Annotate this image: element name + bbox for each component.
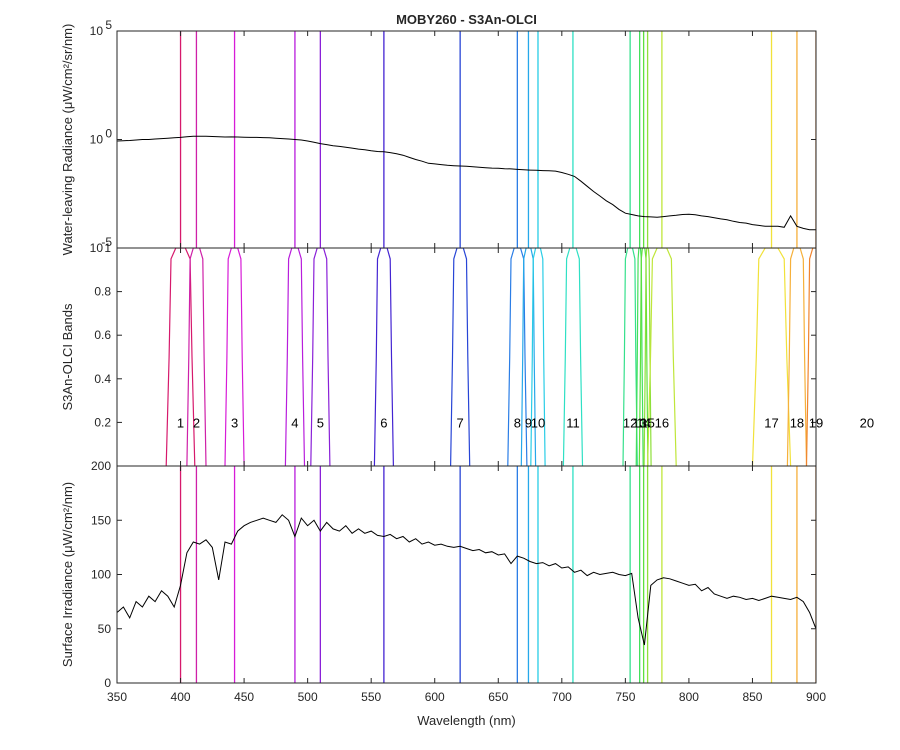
band-response-curve xyxy=(507,248,528,466)
y-tick-label: 0.6 xyxy=(94,328,111,342)
band-response-curve xyxy=(751,248,792,466)
y-tick-label: 0.4 xyxy=(94,372,111,386)
y-tick-label: 10 xyxy=(90,133,104,147)
band-response-curve xyxy=(786,248,808,466)
band-response-curve xyxy=(562,248,584,466)
band-response-curve xyxy=(310,248,331,466)
x-tick-label: 900 xyxy=(806,690,826,704)
band-number-label: 8 xyxy=(514,415,521,430)
y-tick-label: 0.8 xyxy=(94,285,111,299)
band-number-label: 2 xyxy=(193,415,200,430)
irradiance-y-axis-label: Surface Irradiance (μW/cm²/nm) xyxy=(60,482,75,667)
x-tick-label: 600 xyxy=(425,690,445,704)
spectrum-line xyxy=(117,135,816,231)
band-response-curve xyxy=(284,248,306,466)
y-tick-label: 10 xyxy=(90,241,104,255)
band-number-label: 7 xyxy=(457,415,464,430)
y-tick-label: 0 xyxy=(104,676,111,690)
x-tick-label: 700 xyxy=(552,690,572,704)
band-response-curve xyxy=(165,248,196,466)
plot-content xyxy=(165,248,816,466)
band-number-label: 14 xyxy=(636,415,650,430)
x-tick-label: 750 xyxy=(615,690,635,704)
x-tick-label: 650 xyxy=(488,690,508,704)
band-number-label: 12 xyxy=(623,415,637,430)
x-tick-label: 800 xyxy=(679,690,699,704)
band-number-label: 17 xyxy=(764,415,778,430)
band-number-label: 9 xyxy=(525,415,532,430)
x-tick-label: 350 xyxy=(107,690,127,704)
band-number-label: 16 xyxy=(655,415,669,430)
x-tick-label: 550 xyxy=(361,690,381,704)
band-response-curve xyxy=(530,248,546,466)
spectrum-line xyxy=(117,514,816,646)
y-tick-label: 50 xyxy=(98,622,112,636)
band-number-label: 11 xyxy=(566,415,580,430)
band-response-curve xyxy=(805,248,816,466)
y-tick-label: 10 xyxy=(90,24,104,38)
band-response-curve xyxy=(622,248,638,466)
band-response-curve xyxy=(638,248,649,466)
radiance-y-axis-label: Water-leaving Radiance (μW/cm²/sr/nm) xyxy=(60,24,75,256)
irradiance-panel: 0 50 100 150 200 350 400 450 500 550 600 650 700 750 8… xyxy=(91,459,826,704)
band-response-curve xyxy=(643,248,652,466)
band-response-curve xyxy=(224,248,245,466)
band-number-label: 5 xyxy=(317,415,324,430)
x-tick-label: 500 xyxy=(298,690,318,704)
bands-y-axis-label: S3An-OLCI Bands xyxy=(60,303,75,410)
band-response-curve xyxy=(520,248,537,466)
band-number-label: 19 xyxy=(809,415,823,430)
band-number-label: 13 xyxy=(632,415,646,430)
y-tick-label-exponent: 5 xyxy=(105,18,112,32)
plot-area xyxy=(117,466,816,683)
band-number-label: 3 xyxy=(231,415,238,430)
y-tick-label-exponent: 0 xyxy=(105,127,112,141)
y-tick-label: 200 xyxy=(91,459,111,473)
band-number-label: 15 xyxy=(640,415,654,430)
x-tick-label: 400 xyxy=(171,690,191,704)
chart-title: MOBY260 - S3An-OLCI xyxy=(396,12,537,27)
y-tick-label: 100 xyxy=(91,568,111,582)
x-tick-label: 450 xyxy=(234,690,254,704)
x-axis-label: Wavelength (nm) xyxy=(417,713,516,728)
band-response-curve xyxy=(647,248,677,466)
y-tick-label: 150 xyxy=(91,513,111,527)
band-number-label: 1 xyxy=(177,415,184,430)
plot-area xyxy=(117,31,816,248)
x-tick-label: 850 xyxy=(742,690,762,704)
band-number-label: 20 xyxy=(860,415,874,430)
y-tick-label-exponent: -5 xyxy=(101,235,112,249)
radiance-panel: 10-510 010 5 xyxy=(90,18,817,255)
band-response-curve xyxy=(635,248,644,466)
plot-content xyxy=(117,466,816,683)
band-number-label: 10 xyxy=(531,415,545,430)
plot-content xyxy=(117,31,816,248)
band-number-label: 18 xyxy=(790,415,804,430)
band-number-label: 4 xyxy=(291,415,298,430)
y-tick-label: 0.2 xyxy=(94,415,111,429)
y-tick-label: 1 xyxy=(104,241,111,255)
band-response-curve xyxy=(186,248,207,466)
band-response-curve xyxy=(450,248,471,466)
band-number-label: 6 xyxy=(380,415,387,430)
band-response-curve xyxy=(373,248,394,466)
